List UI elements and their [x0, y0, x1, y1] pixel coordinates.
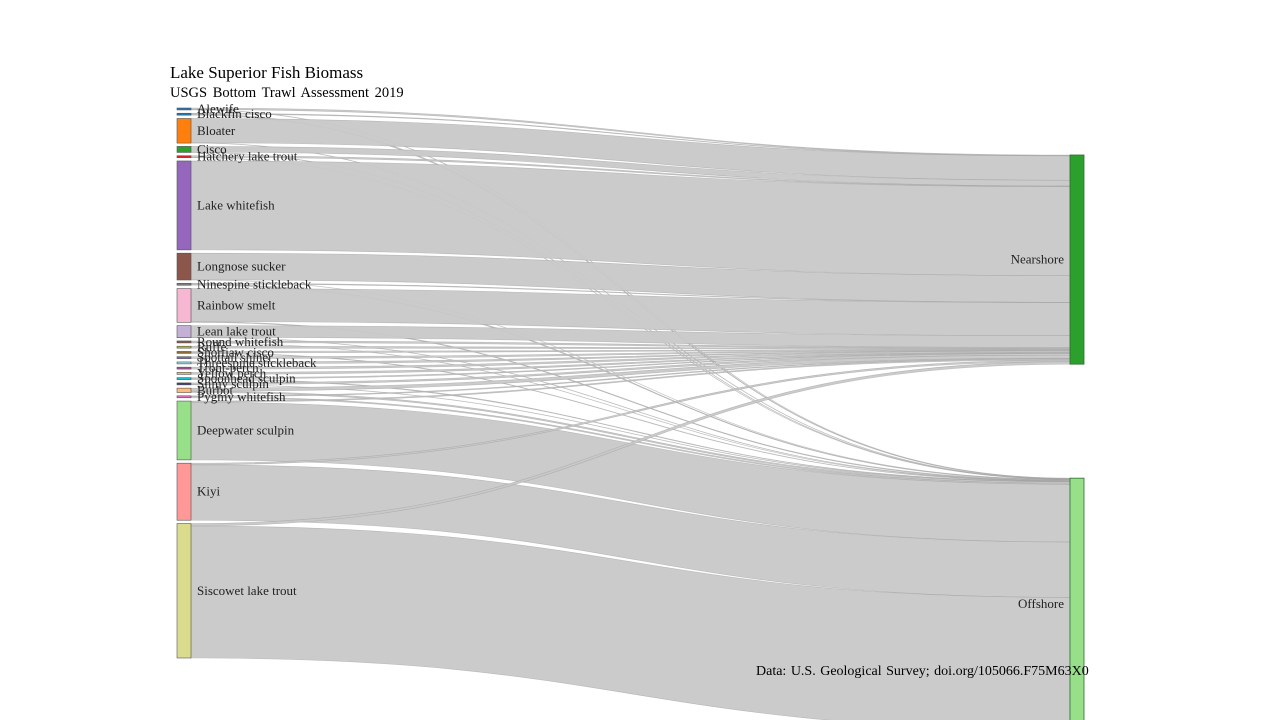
source-node[interactable] — [176, 351, 192, 354]
source-node[interactable] — [176, 387, 192, 393]
source-node[interactable] — [176, 345, 192, 349]
target-node-label-offshore: Offshore — [1018, 596, 1064, 611]
source-node-label: Slimy sculpin — [197, 376, 269, 391]
source-node-label: Lean lake trout — [197, 324, 276, 339]
source-node[interactable] — [176, 118, 192, 144]
source-node-label: Ruffe — [197, 339, 227, 354]
source-node[interactable] — [176, 325, 192, 338]
source-node-label: Trout-perch — [197, 360, 259, 375]
source-node[interactable] — [176, 160, 192, 251]
source-node[interactable] — [176, 462, 192, 521]
data-source-caption: Data: U.S. Geological Survey; doi.org/10… — [756, 664, 1089, 679]
source-node-label: Bloater — [197, 123, 236, 138]
source-node-label: Alewife — [197, 101, 239, 116]
source-node-label: Yellow perch — [197, 365, 267, 380]
source-node-label: Ninespine stickleback — [197, 276, 312, 291]
link-23-offshore — [190, 525, 1071, 720]
source-node[interactable] — [176, 155, 192, 158]
source-node[interactable] — [176, 356, 192, 359]
chart-subtitle: USGS Bottom Trawl Assessment 2019 — [170, 85, 404, 101]
source-node-label: Hatchery lake trout — [197, 149, 298, 164]
source-node[interactable] — [176, 361, 192, 365]
source-node-label: Lake whitefish — [197, 197, 275, 212]
source-node[interactable] — [176, 146, 192, 153]
source-node-label: Siscowet lake trout — [197, 583, 297, 598]
source-node-label: Blackfin cisco — [197, 106, 272, 121]
source-node-label: Pygmy whitefish — [197, 389, 286, 404]
source-node-label: Rainbow smelt — [197, 297, 276, 312]
source-node[interactable] — [176, 252, 192, 281]
source-node-label: Kiyi — [197, 484, 221, 499]
source-node[interactable] — [176, 372, 192, 375]
source-node-label: Threespine stickleback — [197, 355, 317, 370]
source-node[interactable] — [176, 340, 192, 344]
node-layer — [176, 107, 1085, 720]
chart-title: Lake Superior Fish Biomass — [170, 63, 364, 82]
source-node[interactable] — [176, 282, 192, 286]
target-node-label-nearshore: Nearshore — [1011, 252, 1065, 267]
source-node-label: Shortjaw cisco — [197, 344, 274, 359]
source-node-label: Longnose sucker — [197, 259, 286, 274]
link-layer — [190, 107, 1071, 720]
source-node-label: Spottail shiner — [197, 350, 273, 365]
source-node[interactable] — [176, 377, 192, 380]
source-node-label: Cisco — [197, 141, 227, 156]
source-node[interactable] — [176, 107, 192, 111]
source-node[interactable] — [176, 366, 192, 370]
source-node[interactable] — [176, 382, 192, 386]
source-node-label: Spoonhead sculpin — [197, 371, 296, 386]
target-node-nearshore[interactable] — [1069, 154, 1085, 365]
source-node[interactable] — [176, 288, 192, 323]
source-node[interactable] — [176, 400, 192, 461]
target-node-offshore[interactable] — [1069, 477, 1085, 720]
source-node-label: Deepwater sculpin — [197, 422, 295, 437]
source-node[interactable] — [176, 395, 192, 399]
source-node-label: Round whitefish — [197, 334, 284, 349]
source-node-label: Burbot — [197, 382, 234, 397]
source-node[interactable] — [176, 523, 192, 659]
source-node[interactable] — [176, 112, 192, 116]
